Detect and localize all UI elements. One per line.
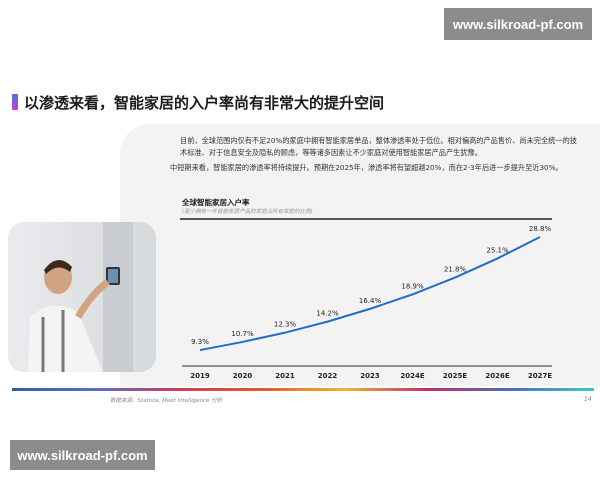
x-tick-label: 2020 <box>233 372 253 380</box>
watermark: www.silkroad-pf.com <box>444 8 592 40</box>
data-label: 28.8% <box>529 225 552 233</box>
data-label: 12.3% <box>274 321 297 329</box>
smart-home-photo <box>8 222 156 372</box>
series-line <box>199 236 541 352</box>
x-tick-label: 2022 <box>318 372 338 380</box>
watermark: www.silkroad-pf.com <box>10 440 155 470</box>
x-tick-label: 2025E <box>443 372 467 380</box>
paragraph: 目前，全球范围内仅有不足20%的家庭中拥有智能家居单品，整体渗透率处于低位。相对… <box>180 136 577 157</box>
page-number: 14 <box>584 396 592 403</box>
content-panel <box>120 124 600 386</box>
x-tick-label: 2026E <box>485 372 509 380</box>
data-label: 16.4% <box>359 297 382 305</box>
chart-divider <box>180 218 552 220</box>
x-tick-label: 2019 <box>190 372 210 380</box>
title-accent <box>12 94 18 110</box>
data-label: 10.7% <box>231 330 254 338</box>
data-label: 9.3% <box>191 338 209 346</box>
data-label: 18.9% <box>401 282 424 290</box>
data-label: 14.2% <box>316 310 339 318</box>
source-note: 数据来源：Statista, Meet Intelligence 分析 <box>110 398 223 404</box>
color-bar <box>12 388 594 391</box>
page-title: 以渗透来看，智能家居的入户率尚有非常大的提升空间 <box>24 94 385 112</box>
x-tick-label: 2023 <box>360 372 380 380</box>
x-tick-label: 2021 <box>275 372 295 380</box>
data-label: 25.1% <box>486 246 509 254</box>
chart-title: 全球智能家居入户率 <box>182 198 250 207</box>
data-label: 21.8% <box>444 266 467 274</box>
x-tick-label: 2027E <box>528 372 552 380</box>
paragraph: 中短期来看，智能家居的渗透率将持续提升。预期在2025年，渗透率将有望超越20%… <box>170 163 563 172</box>
chart-subtitle: (至少拥有一件智能家居产品的家庭占所有家庭的比例) <box>182 209 313 215</box>
x-tick-label: 2024E <box>400 372 424 380</box>
